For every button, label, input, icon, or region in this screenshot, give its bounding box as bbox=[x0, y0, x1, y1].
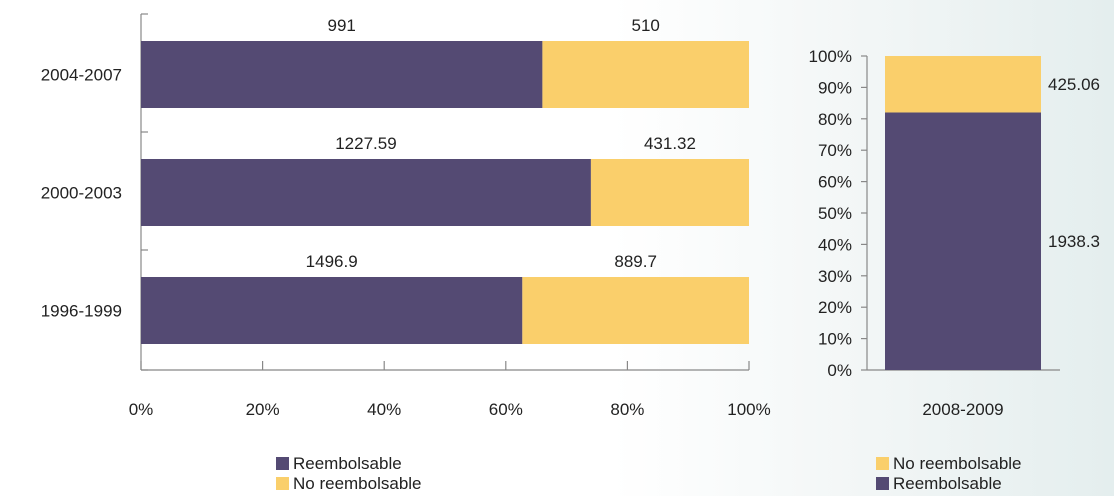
category-label: 2008-2009 bbox=[922, 400, 1003, 419]
legend-swatch-no-reembolsable bbox=[876, 457, 889, 470]
data-label: 1938.3 bbox=[1048, 232, 1100, 251]
bar-2000-2003-reembolsable bbox=[141, 159, 591, 226]
y-tick-label: 10% bbox=[818, 330, 852, 349]
y-tick-label: 70% bbox=[818, 141, 852, 160]
x-tick-label: 60% bbox=[489, 400, 523, 419]
y-tick-label: 20% bbox=[818, 298, 852, 317]
bar-2004-2007-reembolsable bbox=[141, 41, 543, 108]
legend-label: No reembolsable bbox=[293, 474, 422, 493]
legend-label: Reembolsable bbox=[893, 474, 1002, 493]
data-label: 889.7 bbox=[614, 252, 657, 271]
data-label: 510 bbox=[632, 16, 660, 35]
legend-label: No reembolsable bbox=[893, 454, 1022, 473]
column-2008-2009-reembolsable bbox=[885, 112, 1041, 371]
data-label: 1227.59 bbox=[335, 134, 396, 153]
bar-1996-1999-no-reembolsable bbox=[522, 277, 749, 344]
left-stacked-bar-chart: 0% 20% 40% 60% 80% 100% 991 510 2004-2007 1227.59… bbox=[41, 13, 771, 493]
legend-swatch-reembolsable bbox=[276, 457, 289, 470]
y-tick-label: 80% bbox=[818, 110, 852, 129]
y-tick-label: 40% bbox=[818, 235, 852, 254]
x-tick-label: 80% bbox=[610, 400, 644, 419]
x-tick-label: 0% bbox=[129, 400, 154, 419]
data-label: 1496.9 bbox=[306, 252, 358, 271]
category-label: 2004-2007 bbox=[41, 66, 122, 85]
y-tick-label: 60% bbox=[818, 173, 852, 192]
column-2008-2009-no-reembolsable bbox=[885, 56, 1041, 113]
data-label: 431.32 bbox=[644, 134, 696, 153]
bar-1996-1999-reembolsable bbox=[141, 277, 523, 344]
category-label: 2000-2003 bbox=[41, 184, 122, 203]
y-tick-label: 90% bbox=[818, 78, 852, 97]
right-stacked-column-chart: 0% 10% 20% 30% 40% 50% 60% 70% 80% 90% 100% 425.06 1… bbox=[809, 47, 1100, 493]
legend-swatch-no-reembolsable bbox=[276, 477, 289, 490]
y-tick-label: 50% bbox=[818, 204, 852, 223]
x-tick-label: 40% bbox=[367, 400, 401, 419]
data-label: 425.06 bbox=[1048, 75, 1100, 94]
y-tick-label: 30% bbox=[818, 267, 852, 286]
bar-2000-2003-no-reembolsable bbox=[590, 159, 749, 226]
bar-2004-2007-no-reembolsable bbox=[542, 41, 749, 108]
x-tick-label: 20% bbox=[246, 400, 280, 419]
legend-swatch-reembolsable bbox=[876, 477, 889, 490]
category-label: 1996-1999 bbox=[41, 302, 122, 321]
y-tick-label: 100% bbox=[809, 47, 852, 66]
x-tick-label: 100% bbox=[727, 400, 770, 419]
data-label: 991 bbox=[328, 16, 356, 35]
legend-label: Reembolsable bbox=[293, 454, 402, 473]
y-tick-label: 0% bbox=[827, 361, 852, 380]
